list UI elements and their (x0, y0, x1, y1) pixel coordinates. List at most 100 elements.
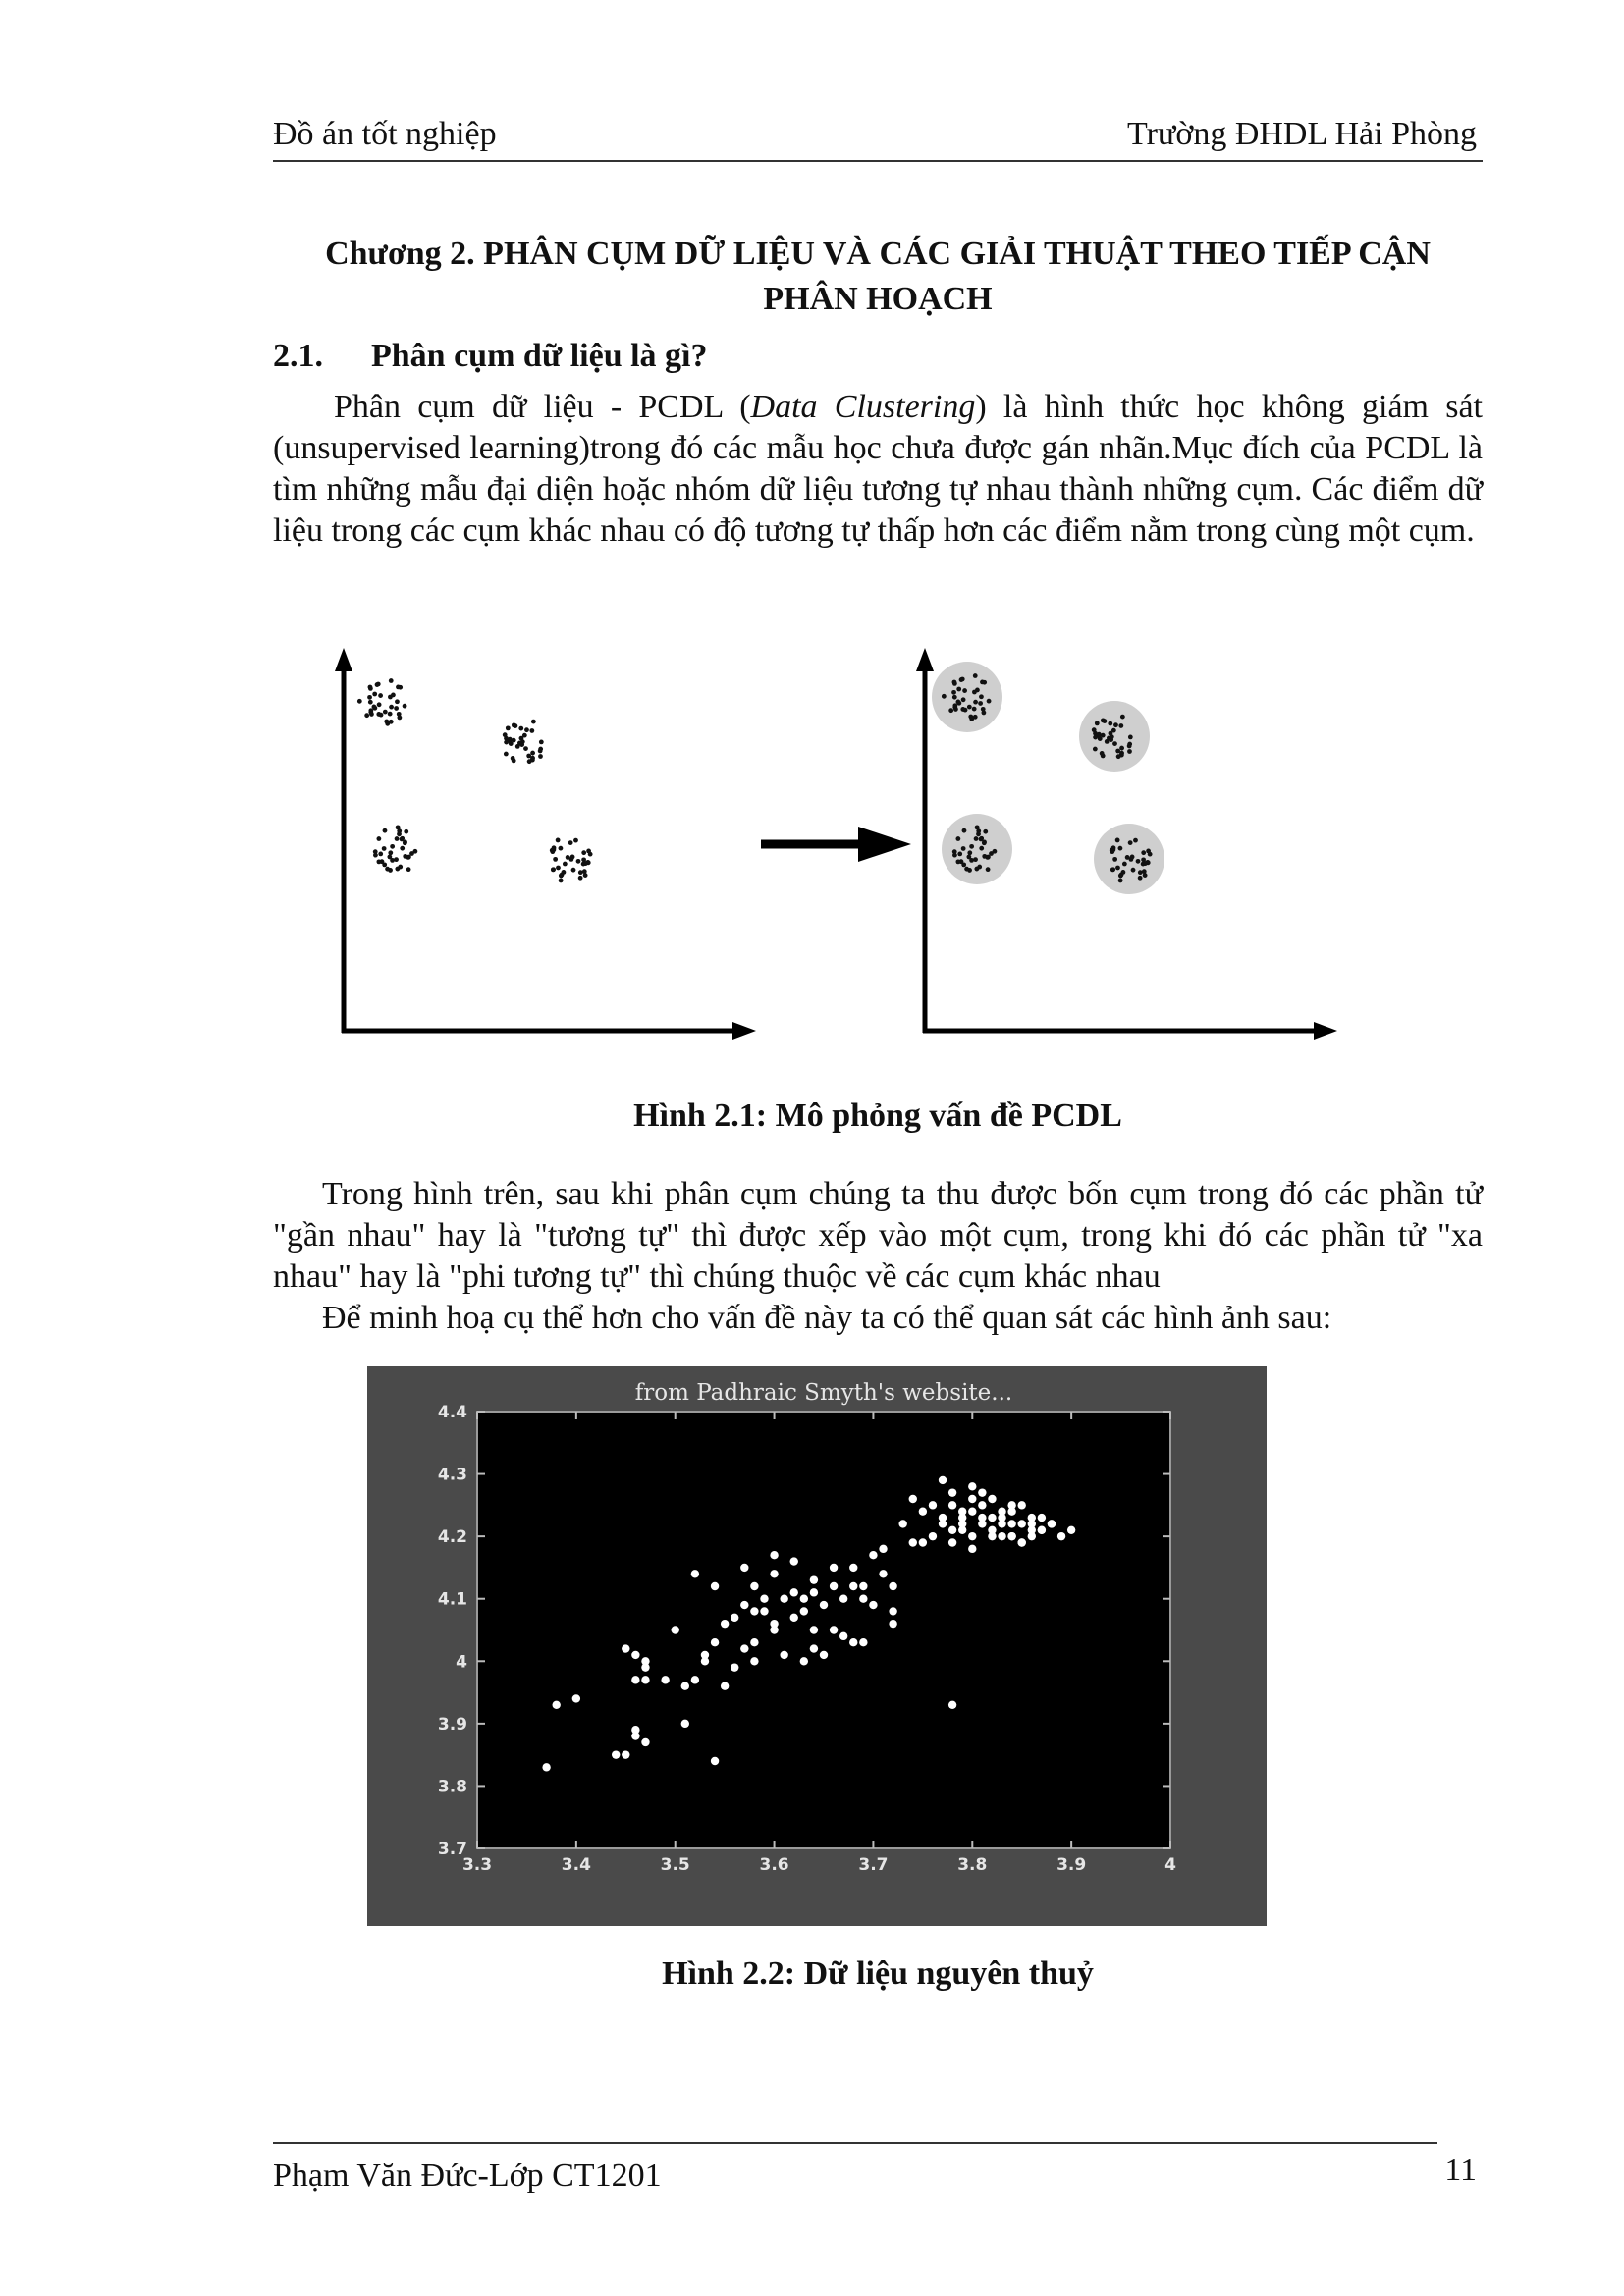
scatter-point (671, 1626, 679, 1634)
footer-author: Phạm Văn Đức-Lớp CT1201 (273, 2158, 662, 2194)
data-point (985, 867, 991, 873)
scatter-point (1007, 1531, 1016, 1541)
data-point (507, 736, 513, 742)
data-point (568, 840, 573, 846)
scatter-point (740, 1600, 749, 1610)
data-point (1094, 721, 1100, 726)
data-point (974, 825, 980, 830)
data-point (951, 679, 957, 685)
scatter-point (938, 1520, 947, 1528)
data-point (969, 843, 975, 849)
scatter-point (998, 1513, 1006, 1522)
data-point (1115, 754, 1121, 760)
data-point (387, 854, 393, 860)
scatter-point (770, 1551, 779, 1560)
scatter-point (958, 1513, 967, 1522)
scatter-point (631, 1726, 640, 1735)
scatter-point (799, 1657, 809, 1666)
transform-arrow-head (858, 827, 911, 862)
scatter-point (849, 1563, 858, 1573)
data-point (397, 715, 403, 721)
scatter-point (988, 1531, 997, 1541)
header-divider (273, 160, 1483, 162)
data-point (1117, 873, 1123, 879)
data-point (390, 843, 396, 849)
data-point (1137, 875, 1143, 881)
data-point (364, 713, 370, 719)
scatter-point (1027, 1531, 1036, 1541)
data-point (376, 702, 382, 708)
data-point (972, 673, 978, 678)
scatter-point (641, 1737, 650, 1747)
data-point (973, 836, 979, 841)
scatter-point (879, 1570, 888, 1578)
data-point (367, 699, 373, 705)
scatter-point (978, 1520, 987, 1528)
scatter-point (622, 1750, 630, 1759)
data-point (1137, 870, 1143, 876)
data-point (556, 865, 561, 871)
data-point (406, 855, 411, 860)
y-tick-label: 4 (456, 1652, 467, 1672)
data-point (406, 867, 411, 873)
scatter-point (641, 1676, 650, 1684)
scatter-point (1017, 1538, 1026, 1547)
scatter-point (1027, 1513, 1036, 1522)
data-point (1121, 861, 1127, 867)
scatter-point (542, 1763, 551, 1772)
data-point (505, 725, 511, 731)
data-point (1141, 857, 1147, 863)
data-point (1117, 878, 1123, 883)
scatter-points (542, 1475, 1076, 1772)
scatter-point (740, 1644, 749, 1653)
scatter-point (918, 1538, 928, 1547)
scatter-point (908, 1538, 917, 1547)
data-point (955, 859, 961, 865)
data-point (1119, 714, 1125, 720)
scatter-point (947, 1538, 957, 1547)
data-point (957, 851, 963, 857)
data-point (992, 848, 998, 854)
x-axis-ticks: 3.3 3.4 3.5 3.6 3.7 3.8 3.9 4 (462, 1412, 1176, 1875)
data-point (1143, 861, 1148, 866)
scatter-point (760, 1607, 769, 1616)
data-point (373, 852, 378, 858)
data-point (558, 878, 564, 883)
scatter-point (1007, 1501, 1016, 1510)
data-point (969, 857, 974, 863)
data-point (550, 849, 556, 855)
y-tick-label: 4.2 (438, 1527, 467, 1547)
scatter-point (839, 1631, 848, 1641)
data-point (516, 740, 522, 746)
scatter-point (958, 1525, 967, 1534)
section-heading: 2.1. Phân cụm dữ liệu là gì? (273, 338, 708, 375)
x-tick-label: 3.6 (760, 1855, 789, 1875)
data-point (1141, 869, 1147, 875)
scatter-point (908, 1494, 917, 1504)
data-point (1127, 749, 1132, 754)
data-point (385, 866, 391, 872)
data-point (1106, 735, 1111, 741)
scatter-point (809, 1588, 819, 1597)
scatter-point (978, 1488, 987, 1497)
scatter-point (750, 1607, 759, 1616)
before-x-axis-arrowhead (732, 1022, 756, 1040)
data-point (378, 712, 384, 718)
scatter-point (968, 1531, 977, 1541)
scatter-point (988, 1494, 997, 1504)
scatter-point (958, 1520, 967, 1528)
data-point (565, 855, 570, 860)
figure-2-1-caption: Hình 2.1: Mô phỏng vấn đề PCDL (633, 1097, 1122, 1134)
scatter-point (680, 1682, 689, 1690)
data-point (577, 875, 583, 881)
data-point (376, 859, 382, 865)
data-point (529, 728, 535, 733)
scatter-point (731, 1613, 739, 1622)
data-point (558, 845, 564, 851)
data-point (371, 704, 377, 710)
header-left-text: Đồ án tốt nghiệp (273, 116, 497, 152)
header-right-text: Trường ĐHDL Hải Phòng (1127, 116, 1477, 152)
data-point (978, 836, 984, 842)
data-point (966, 854, 972, 860)
scatter-point (571, 1694, 581, 1703)
